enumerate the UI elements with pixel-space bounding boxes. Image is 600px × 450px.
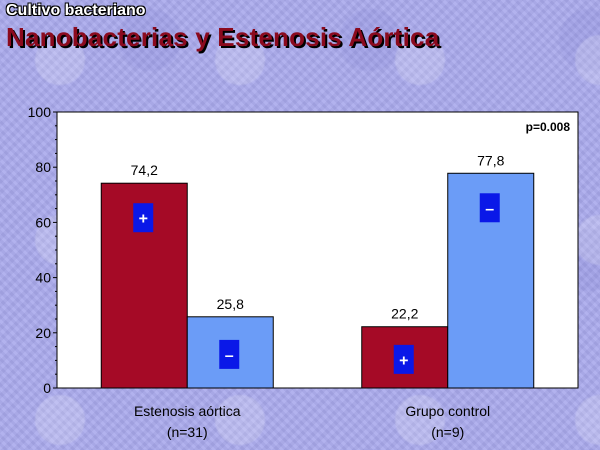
y-tick-label: 0 xyxy=(43,380,51,396)
x-category-label: Estenosis aórtica xyxy=(134,403,241,419)
sign-box xyxy=(133,203,154,233)
y-tick-label: 100 xyxy=(28,104,52,120)
sign-label: – xyxy=(485,201,494,218)
sign-label: + xyxy=(139,211,148,228)
sign-label: – xyxy=(225,347,234,364)
x-category-sample-size: (n=31) xyxy=(167,424,208,440)
y-tick-label: 40 xyxy=(35,270,51,286)
chart-subtitle: Cultivo bacteriano xyxy=(6,2,146,19)
sign-box xyxy=(219,339,240,369)
bar-value-label: 74,2 xyxy=(131,162,158,178)
sign-label: + xyxy=(399,352,408,369)
bar-value-label: 25,8 xyxy=(217,296,244,312)
y-tick-label: 80 xyxy=(35,159,51,175)
y-tick-label: 60 xyxy=(35,214,51,230)
x-category-sample-size: (n=9) xyxy=(431,424,464,440)
x-category-label: Grupo control xyxy=(405,403,490,419)
sign-box xyxy=(479,193,500,223)
p-value-annotation: p=0.008 xyxy=(526,120,571,134)
y-tick-label: 20 xyxy=(35,325,51,341)
bar-value-label: 22,2 xyxy=(391,306,418,322)
chart-title: Nanobacterias y Estenosis Aórtica xyxy=(6,22,440,52)
sign-box xyxy=(393,344,414,374)
bar-value-label: 77,8 xyxy=(477,152,504,168)
